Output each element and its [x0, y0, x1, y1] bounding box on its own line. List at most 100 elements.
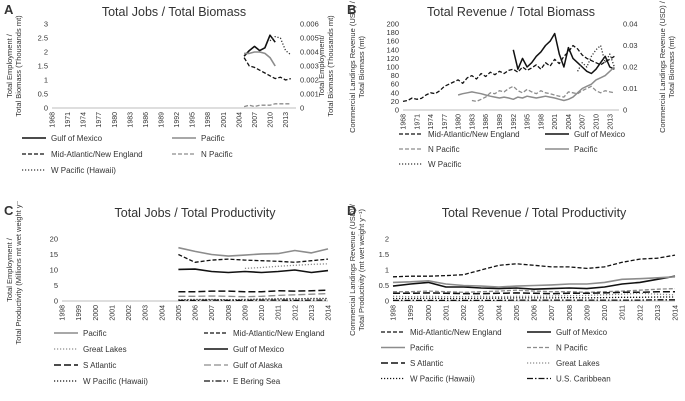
x-tick-label: 2009	[584, 305, 591, 321]
y-tick-label: 10	[50, 266, 58, 275]
x-tick-label: 1995	[525, 114, 532, 130]
legend-label: Mid-Atlantic/New England	[428, 130, 520, 139]
y-tick-label: 0.5	[379, 281, 389, 290]
legend-item: N Pacific	[172, 150, 233, 159]
x-tick-label: 2001	[221, 112, 228, 128]
y2-axis-title: Total Employment/Total Biomass (Thousand…	[317, 15, 335, 117]
y2-tick-label: 0	[300, 104, 304, 113]
x-tick-label: 1977	[442, 114, 449, 130]
series-line-mid-atlantic-new-england	[243, 57, 291, 81]
x-tick-label: 1995	[190, 112, 197, 128]
x-tick-label: 2000	[426, 305, 433, 321]
x-tick-label: 2004	[236, 112, 243, 128]
legend-item: Mid-Atlantic/New England	[22, 150, 143, 159]
panel-letter: C	[4, 203, 14, 218]
x-tick-label: 2013	[655, 305, 662, 321]
y-axis-title: Commercial Landings Revenue (USD) /Total…	[348, 0, 366, 133]
series-line-pacific	[457, 66, 615, 102]
legend-item: N Pacific	[399, 145, 460, 154]
y-tick-label: 0	[395, 106, 399, 115]
chart-title: Total Jobs / Total Productivity	[115, 206, 277, 220]
series-line-mid-atlantic-new-england	[392, 254, 676, 278]
y-tick-label: 120	[386, 54, 399, 63]
x-tick-label: 1998	[205, 112, 212, 128]
legend-item: Gulf of Mexico	[545, 130, 626, 139]
series-line-s-atlantic	[393, 290, 675, 295]
legend-item: Mid-Atlantic/New England	[204, 329, 325, 338]
x-tick-label: 1998	[391, 305, 398, 321]
x-tick-label: 2014	[673, 305, 680, 321]
y-tick-label: 200	[386, 20, 399, 29]
x-tick-label: 2007	[549, 305, 556, 321]
y2-tick-label: 0.004	[300, 48, 319, 57]
x-tick-label: 2005	[514, 305, 521, 321]
x-tick-label: 2011	[620, 305, 627, 320]
legend-item: E Bering Sea	[204, 377, 281, 386]
legend-label: E Bering Sea	[233, 377, 281, 386]
y-tick-label: 3	[44, 20, 48, 29]
x-tick-label: 2002	[126, 305, 133, 321]
y2-tick-label: 0	[623, 106, 627, 115]
panel-b: B Total Revenue / Total Biomass 0 20 40 60 80 1…	[343, 0, 685, 200]
legend-item: S Atlantic	[381, 359, 443, 368]
series-line-gulf-of-alaska	[178, 292, 329, 298]
y-tick-label: 180	[386, 28, 399, 37]
legend-label: Gulf of Mexico	[51, 134, 103, 143]
x-tick-label: 1974	[81, 112, 88, 128]
legend-item: Mid-Atlantic/New England	[381, 328, 502, 337]
series-line-n-pacific	[243, 103, 291, 108]
svg-text:Total Employment/Total Biomass: Total Employment/Total Biomass (Thousand…	[317, 15, 335, 117]
y-tick-label: 5	[54, 281, 58, 290]
series-line-gulf-of-mexico	[512, 32, 615, 75]
x-tick-label: 1971	[65, 112, 72, 128]
x-tick-label: 2005	[176, 305, 183, 321]
x-tick-label: 2004	[566, 114, 573, 130]
legend-label: U.S. Caribbean	[556, 374, 611, 383]
series-line-mid-atlantic-new-england	[402, 44, 615, 103]
x-tick-label: 2001	[109, 305, 116, 321]
x-tick-label: 2007	[209, 305, 216, 321]
y2-tick-label: 0.04	[623, 20, 638, 29]
x-tick-label: 1992	[174, 112, 181, 128]
x-tick-label: 2013	[309, 305, 316, 321]
y2-tick-label: 0.03	[623, 41, 638, 50]
legend-label: S Atlantic	[410, 359, 443, 368]
legend-item: Gulf of Mexico	[204, 345, 285, 354]
series-line-w-pacific	[577, 44, 616, 72]
y-tick-label: 0	[54, 297, 58, 306]
legend-label: N Pacific	[556, 343, 588, 352]
x-tick-label: 2010	[268, 112, 275, 128]
y-tick-label: 40	[391, 88, 399, 97]
legend-label: N Pacific	[201, 150, 233, 159]
x-tick-label: 2010	[259, 305, 266, 321]
series-line-w-pacific-hawaii-	[393, 296, 675, 300]
y-tick-label: 1	[44, 76, 48, 85]
legend-label: W Pacific (Hawaii)	[410, 374, 475, 383]
x-tick-label: 1968	[401, 114, 408, 130]
y-axis-title: Total Employment /Total Productivity (Mi…	[5, 201, 23, 345]
y2-tick-label: 0.003	[300, 62, 319, 71]
y2-axis-title: Commercial Landings Revenue (USD) /Total…	[658, 0, 676, 133]
svg-text:Commercial Landings Revenue (U: Commercial Landings Revenue (USD) /Total…	[348, 203, 366, 336]
series-line-mid-atlantic-new-england	[178, 253, 329, 263]
series-line-u-s-caribbean	[393, 299, 675, 302]
legend-item: Pacific	[54, 329, 107, 338]
x-tick-label: 2011	[276, 305, 283, 320]
legend-label: S Atlantic	[83, 361, 116, 370]
series-line-pacific	[244, 51, 276, 67]
legend-label: W Pacific (Hawaii)	[51, 166, 116, 175]
x-tick-label: 2008	[567, 305, 574, 321]
series-line-n-pacific	[471, 85, 615, 103]
panel-c: C Total Jobs / Total Productivity 0 5 10 15 20…	[0, 201, 342, 401]
x-tick-label: 1980	[112, 112, 119, 128]
x-tick-label: 2002	[461, 305, 468, 321]
x-tick-label: 1999	[76, 305, 83, 321]
y-axis-title: Commercial Landings Revenue (USD) /Total…	[348, 203, 366, 336]
legend-item: Pacific	[381, 343, 434, 352]
x-tick-label: 1998	[538, 114, 545, 130]
legend-item: Great Lakes	[527, 359, 600, 368]
y-tick-label: 1.5	[379, 250, 389, 259]
svg-text:Commercial Landings Revenue (U: Commercial Landings Revenue (USD) /Total…	[658, 0, 676, 133]
legend-label: Great Lakes	[556, 359, 600, 368]
x-tick-label: 2004	[159, 305, 166, 321]
